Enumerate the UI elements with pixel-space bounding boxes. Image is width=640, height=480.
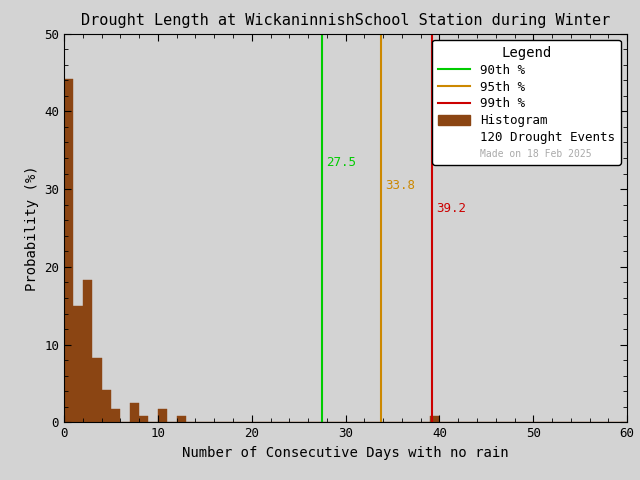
Bar bbox=[64, 79, 74, 422]
Text: 39.2: 39.2 bbox=[436, 203, 466, 216]
Bar bbox=[102, 390, 111, 422]
Bar bbox=[177, 416, 186, 422]
Bar bbox=[430, 416, 440, 422]
Bar bbox=[83, 280, 92, 422]
Bar bbox=[111, 409, 120, 422]
Legend: 90th %, 95th %, 99th %, Histogram, 120 Drought Events, Made on 18 Feb 2025: 90th %, 95th %, 99th %, Histogram, 120 D… bbox=[432, 40, 621, 165]
Bar bbox=[130, 403, 139, 422]
Bar bbox=[74, 306, 83, 422]
Bar bbox=[158, 409, 167, 422]
Y-axis label: Probability (%): Probability (%) bbox=[24, 165, 38, 291]
Text: 33.8: 33.8 bbox=[385, 179, 415, 192]
Text: 27.5: 27.5 bbox=[326, 156, 356, 169]
Bar bbox=[92, 358, 102, 422]
Title: Drought Length at WickaninnishSchool Station during Winter: Drought Length at WickaninnishSchool Sta… bbox=[81, 13, 610, 28]
Bar bbox=[139, 416, 148, 422]
X-axis label: Number of Consecutive Days with no rain: Number of Consecutive Days with no rain bbox=[182, 446, 509, 460]
